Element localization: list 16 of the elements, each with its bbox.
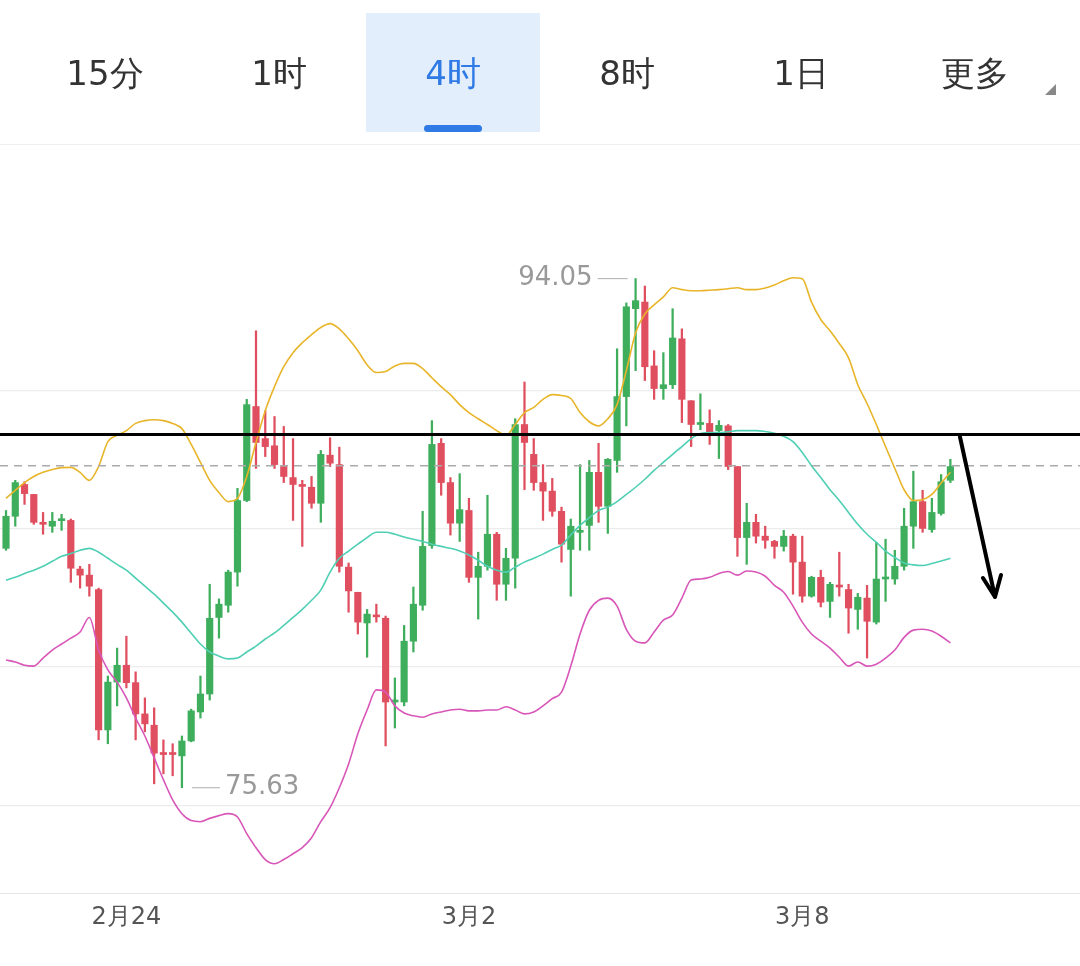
text: 4时 bbox=[425, 51, 481, 95]
annotation: 75.63 bbox=[224, 770, 300, 801]
candlestick bbox=[159, 739, 167, 775]
text: 15分 bbox=[66, 51, 144, 95]
text: 1时 bbox=[251, 51, 307, 95]
x-tick-label: 3月2 bbox=[441, 901, 497, 930]
x-tick-label: 2月24 bbox=[91, 901, 162, 930]
text: 更多 bbox=[941, 51, 1009, 95]
candlestick bbox=[632, 278, 640, 371]
text: 1日 bbox=[773, 51, 829, 95]
x-tick-label: 3月8 bbox=[774, 901, 830, 930]
annotation: 94.05 bbox=[518, 261, 593, 292]
text: 8时 bbox=[599, 51, 655, 95]
candlestick bbox=[770, 539, 779, 559]
candlestick bbox=[696, 393, 704, 431]
candlestick bbox=[57, 514, 66, 531]
